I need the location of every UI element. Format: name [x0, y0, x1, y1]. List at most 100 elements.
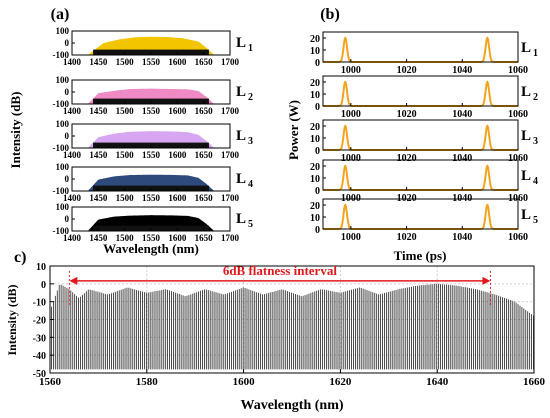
axes-frame [322, 75, 519, 107]
x-tick-label: 1700 [221, 233, 240, 243]
y-tick-label: 10 [310, 134, 320, 145]
x-tick-label: 1450 [89, 150, 108, 160]
x-tick-label: 1550 [142, 106, 161, 116]
x-tick-label: 1660 [523, 376, 546, 388]
y-tick-label: 0 [65, 38, 70, 48]
x-tick-label: 1550 [142, 233, 161, 243]
x-tick-label: 1400 [63, 106, 82, 116]
x-tick-label: 1600 [168, 193, 187, 203]
y-tick-label: 20 [310, 34, 320, 45]
x-tick-label: 1650 [195, 233, 214, 243]
y-tick-label: 0 [315, 146, 320, 157]
panel-label-c: c) [14, 249, 26, 266]
pulse-trace-L3 [323, 124, 518, 151]
x-tick-label: 1400 [63, 233, 82, 243]
x-tick-label: 1000 [341, 153, 361, 164]
x-tick-label: 1500 [116, 57, 135, 67]
subplot-a-4: -100 0 100 1400 1450 1500 1550 1600 1650 1700 [53, 162, 240, 203]
subplot-a-3: -100 0 100 1400 1450 1500 1550 1600 1650 1700 [53, 119, 240, 160]
y-tick-label: 20 [310, 122, 320, 133]
y-tick-label: 0 [41, 280, 46, 291]
axes-frame [322, 198, 519, 230]
x-tick-label: 1450 [89, 57, 108, 67]
y-tick-label: -100 [53, 226, 70, 236]
x-tick-label: 1500 [116, 193, 135, 203]
subplot-a-1: -100 0 100 1400 1450 1500 1550 1600 1650 1700 [53, 26, 240, 67]
x-tick-label: 1060 [508, 232, 528, 243]
y-tick-label: 10 [310, 46, 320, 57]
y-tick-label: -20 [33, 316, 46, 327]
y-tick-label: 10 [310, 90, 320, 101]
x-tick-label: 1700 [221, 150, 240, 160]
y-axis-label-b: Power (W) [286, 100, 301, 160]
x-tick-label: 1550 [142, 57, 161, 67]
x-tick-label: 1450 [89, 106, 108, 116]
x-tick-label: 1040 [452, 65, 472, 76]
subplot-c: -50 -40 -30 -20 -10 0 10 1560 1580 1600 1620 1640 16… [33, 262, 546, 388]
x-tick-label: 1500 [116, 233, 135, 243]
x-tick-label: 1620 [329, 376, 352, 388]
pulse-trace-L2 [323, 80, 518, 107]
x-tick-label: 1060 [508, 153, 528, 164]
y-tick-label: 100 [56, 119, 70, 129]
panel-label-a: (a) [51, 6, 70, 23]
y-tick-label: -40 [33, 351, 46, 362]
x-tick-label: 1700 [221, 106, 240, 116]
x-tick-label: 1040 [452, 232, 472, 243]
x-tick-label: 1650 [195, 150, 214, 160]
x-tick-label: 1060 [508, 65, 528, 76]
x-tick-label: 1650 [195, 57, 214, 67]
y-axis-label-a: Intensity (dB) [8, 92, 23, 169]
x-tick-label: 1600 [168, 57, 187, 67]
y-tick-label: 20 [310, 162, 320, 173]
x-axis-label-a: Wavelength (nm) [103, 241, 199, 256]
subplot-a-5: -100 0 100 1400 1450 1500 1550 1600 1650 1700 [53, 202, 240, 243]
x-axis-label-c: Wavelength (nm) [240, 398, 343, 413]
x-tick-label: 1020 [397, 153, 417, 164]
annotation-text: 6dB flatness interval [223, 263, 338, 278]
x-tick-label: 1600 [233, 376, 256, 388]
annotation-arrowhead-left [69, 276, 78, 285]
y-tick-label: 0 [315, 102, 320, 113]
x-tick-label: 1400 [63, 150, 82, 160]
x-tick-label: 1400 [63, 193, 82, 203]
x-axis-label-b: Time (ps) [394, 248, 447, 263]
x-tick-label: 1020 [397, 232, 417, 243]
x-tick-label: 1700 [221, 193, 240, 203]
axes-frame [322, 159, 519, 191]
y-tick-label: -100 [53, 50, 70, 60]
x-tick-label: 1580 [136, 376, 159, 388]
pulse-trace-L4 [323, 164, 518, 191]
x-tick-label: 1600 [168, 233, 187, 243]
x-tick-label: 1040 [452, 153, 472, 164]
y-axis-label-c: Intensity (dB) [5, 284, 19, 355]
y-tick-label: 0 [315, 58, 320, 69]
x-tick-label: 1560 [39, 376, 62, 388]
x-tick-label: 1600 [168, 106, 187, 116]
y-tick-label: 0 [65, 174, 70, 184]
pulse-trace-L1 [323, 36, 518, 63]
x-tick-label: 1450 [89, 193, 108, 203]
y-tick-label: 0 [315, 186, 320, 197]
pulse-trace-L5 [323, 203, 518, 230]
y-tick-label: 20 [310, 201, 320, 212]
y-tick-label: -100 [53, 99, 70, 109]
y-tick-label: -10 [33, 298, 46, 309]
y-tick-label: 100 [56, 202, 70, 212]
x-tick-label: 1000 [341, 109, 361, 120]
x-tick-label: 1400 [63, 57, 82, 67]
x-tick-label: 1000 [341, 232, 361, 243]
